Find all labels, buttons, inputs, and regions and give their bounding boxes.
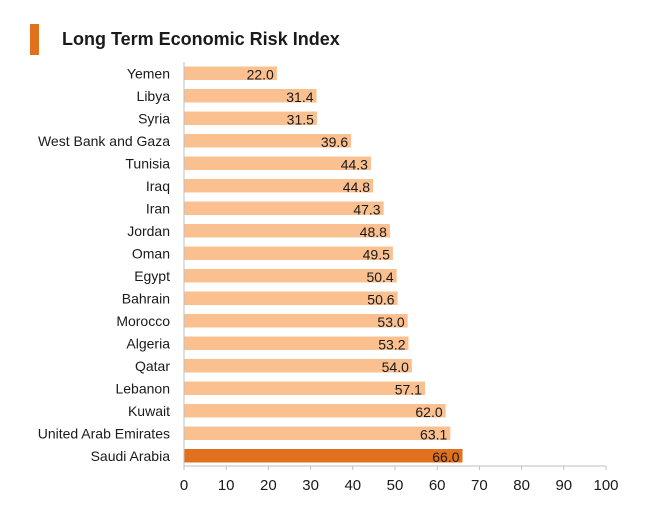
- category-label: Jordan: [127, 223, 170, 239]
- data-label: 53.2: [378, 336, 405, 352]
- data-label: 57.1: [395, 381, 422, 397]
- data-label: 31.4: [286, 89, 313, 105]
- bar: [184, 89, 317, 103]
- bar: [184, 179, 374, 193]
- bar: [184, 134, 352, 148]
- category-label: Saudi Arabia: [91, 448, 171, 464]
- x-tick-label: 90: [555, 477, 572, 494]
- category-label: Bahrain: [122, 290, 170, 306]
- data-label: 48.8: [360, 224, 387, 240]
- category-label: Libya: [137, 88, 171, 104]
- chart-title: Long Term Economic Risk Index: [62, 29, 340, 49]
- bar: [184, 201, 384, 215]
- category-label: Iran: [146, 200, 170, 216]
- x-tick-label: 100: [593, 477, 618, 494]
- x-tick-label: 10: [218, 477, 235, 494]
- category-label: Kuwait: [128, 403, 170, 419]
- bar: [184, 449, 463, 463]
- category-label: Lebanon: [115, 380, 170, 396]
- category-label: Algeria: [126, 335, 170, 351]
- data-label: 49.5: [363, 246, 390, 262]
- category-label: Yemen: [127, 65, 170, 81]
- x-tick-label: 40: [344, 477, 361, 494]
- x-tick-label: 80: [513, 477, 530, 494]
- title-accent-bar: [30, 24, 39, 55]
- x-tick-label: 60: [429, 477, 446, 494]
- bar: [184, 381, 425, 395]
- category-label: United Arab Emirates: [38, 425, 170, 441]
- data-label: 50.6: [367, 291, 394, 307]
- data-label: 31.5: [287, 111, 314, 127]
- x-tick-label: 50: [387, 477, 404, 494]
- data-label: 44.8: [343, 179, 370, 195]
- data-label: 39.6: [321, 134, 348, 150]
- data-label: 62.0: [415, 404, 442, 420]
- bar: [184, 404, 446, 418]
- category-label: Tunisia: [125, 155, 170, 171]
- data-label: 47.3: [353, 201, 380, 217]
- bar: [184, 314, 408, 328]
- data-label: 44.3: [341, 156, 368, 172]
- bar: [184, 359, 412, 373]
- bar: [184, 426, 451, 440]
- x-tick-label: 20: [260, 477, 277, 494]
- category-label: West Bank and Gaza: [38, 133, 170, 149]
- category-label: Morocco: [116, 313, 170, 329]
- data-label: 54.0: [382, 359, 409, 375]
- category-label: Iraq: [146, 178, 170, 194]
- x-tick-label: 70: [471, 477, 488, 494]
- category-label: Egypt: [134, 268, 170, 284]
- bar: [184, 269, 397, 283]
- data-label: 63.1: [420, 426, 447, 442]
- bar: [184, 156, 371, 170]
- bar: [184, 66, 277, 80]
- category-label: Oman: [132, 245, 170, 261]
- bar: [184, 336, 409, 350]
- bar: [184, 111, 317, 125]
- data-label: 50.4: [366, 269, 393, 285]
- bar: [184, 224, 390, 238]
- data-label: 53.0: [377, 314, 404, 330]
- category-label: Qatar: [135, 358, 170, 374]
- bar: [184, 291, 398, 305]
- x-tick-label: 0: [180, 477, 188, 494]
- bar: [184, 246, 393, 260]
- category-label: Syria: [138, 110, 170, 126]
- data-label: 22.0: [247, 66, 274, 82]
- data-label: 66.0: [432, 449, 459, 465]
- x-tick-label: 30: [302, 477, 319, 494]
